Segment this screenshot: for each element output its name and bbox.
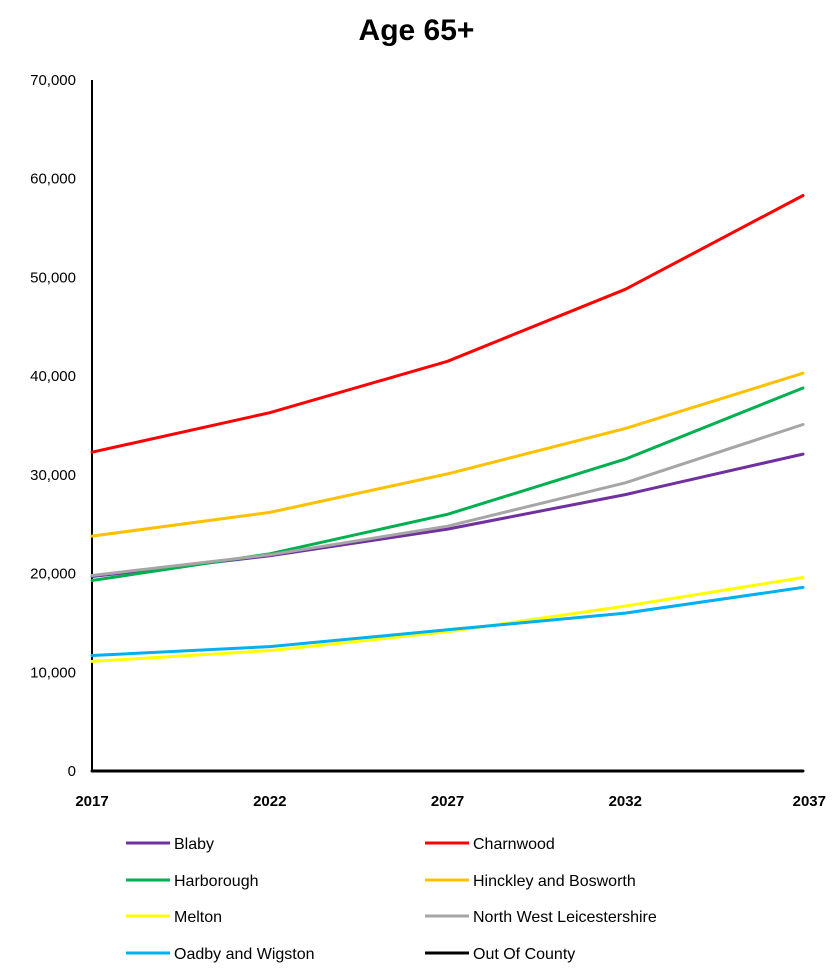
legend-label: Out Of County bbox=[473, 946, 575, 963]
x-tick-label: 2022 bbox=[253, 793, 286, 810]
legend-label: Hinckley and Bosworth bbox=[473, 873, 636, 890]
series-line-3 bbox=[90, 371, 805, 538]
series-line-4 bbox=[90, 576, 805, 663]
legend-item: Oadby and Wigston bbox=[126, 946, 315, 963]
legend-item: North West Leicestershire bbox=[425, 909, 657, 926]
x-tick-label: 2027 bbox=[431, 793, 464, 810]
x-axis: 2017 2022 2027 2032 2037 bbox=[75, 769, 826, 810]
y-tick-label: 30,000 bbox=[30, 467, 76, 484]
series-line-6 bbox=[90, 585, 805, 657]
legend-label: Oadby and Wigston bbox=[174, 946, 315, 963]
legend-label: Blaby bbox=[174, 836, 214, 853]
y-tick-label: 0 bbox=[68, 763, 76, 780]
y-tick-label: 60,000 bbox=[30, 171, 76, 188]
legend-item: Charnwood bbox=[425, 836, 555, 853]
legend-label: North West Leicestershire bbox=[473, 909, 657, 926]
legend-item: Out Of County bbox=[425, 946, 575, 963]
x-tick-label: 2017 bbox=[75, 793, 108, 810]
legend-label: Harborough bbox=[174, 873, 259, 890]
legend-item: Harborough bbox=[126, 873, 259, 890]
y-tick-label: 40,000 bbox=[30, 368, 76, 385]
chart-title: Age 65+ bbox=[358, 14, 475, 47]
y-tick-label: 10,000 bbox=[30, 664, 76, 681]
legend-item: Hinckley and Bosworth bbox=[425, 873, 636, 890]
y-tick-label: 50,000 bbox=[30, 269, 76, 286]
y-tick-label: 70,000 bbox=[30, 72, 76, 89]
legend-label: Melton bbox=[174, 909, 222, 926]
series-line-2 bbox=[90, 386, 805, 582]
legend-item: Melton bbox=[126, 909, 222, 926]
series-lines bbox=[90, 194, 805, 773]
legend-label: Charnwood bbox=[473, 836, 555, 853]
legend-item: Blaby bbox=[126, 836, 214, 853]
y-tick-label: 20,000 bbox=[30, 566, 76, 583]
series-line-1 bbox=[90, 194, 805, 454]
series-line-5 bbox=[90, 423, 805, 577]
y-axis: 0 10,000 20,000 30,000 40,000 50,000 60,000 70,… bbox=[30, 72, 93, 780]
legend: Blaby Charnwood Harborough Hinckley and Bos… bbox=[126, 836, 657, 963]
x-tick-label: 2037 bbox=[793, 793, 826, 810]
x-tick-label: 2032 bbox=[609, 793, 642, 810]
